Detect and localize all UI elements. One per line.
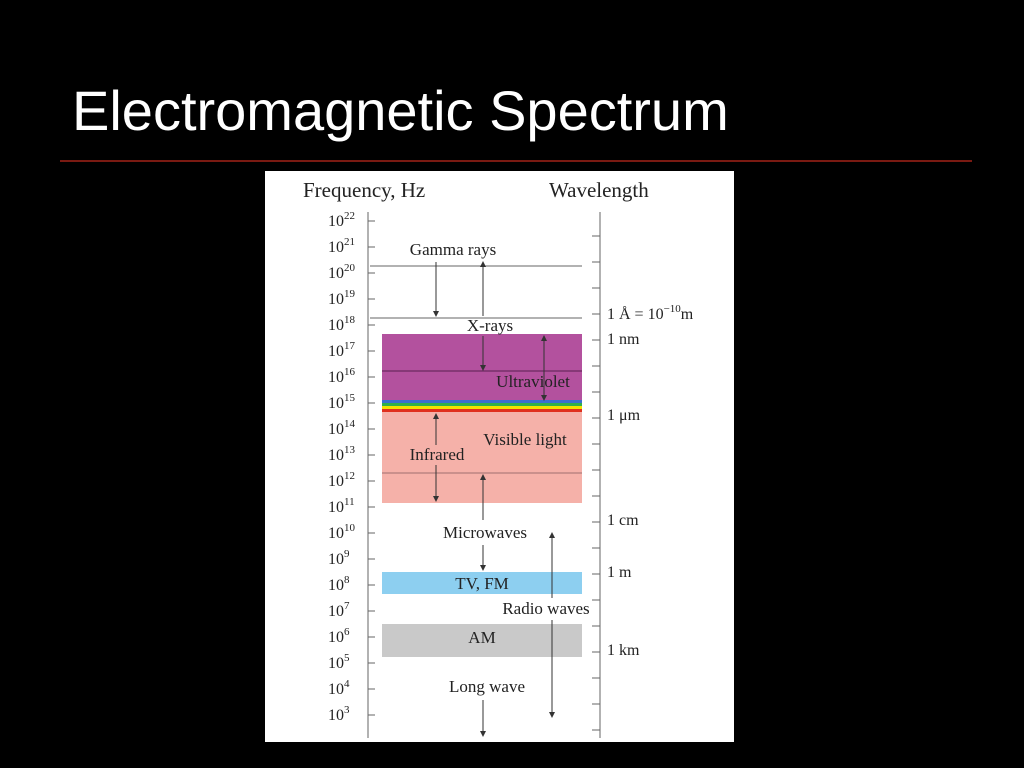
wavelength-label: 1 m <box>607 564 632 581</box>
frequency-tick-label: 105 <box>328 652 350 672</box>
visible-stripe <box>382 400 582 403</box>
frequency-tick-label: 1020 <box>328 262 356 282</box>
tick-exponent: 9 <box>344 548 350 560</box>
label-superscript: −10 <box>664 303 682 315</box>
tick-base: 10 <box>328 395 344 412</box>
frequency-tick-label: 108 <box>328 574 350 594</box>
tick-base: 10 <box>328 317 344 334</box>
frequency-tick-label: 1021 <box>328 236 355 256</box>
tick-exponent: 16 <box>344 366 356 378</box>
band-label: AM <box>468 628 495 647</box>
frequency-tick-label: 106 <box>328 626 350 646</box>
tv-fm-band <box>382 572 582 594</box>
tick-base: 10 <box>328 655 344 672</box>
label-text: 1 km <box>607 642 640 659</box>
wavelength-label: 1 μm <box>607 407 641 424</box>
tick-base: 10 <box>328 629 344 646</box>
visible-stripe <box>382 406 582 409</box>
label-text: 1 cm <box>607 512 639 529</box>
frequency-tick-label: 1018 <box>328 314 356 334</box>
tick-exponent: 21 <box>344 236 355 248</box>
tick-exponent: 15 <box>344 392 356 404</box>
tick-exponent: 6 <box>344 626 350 638</box>
slide-title: Electromagnetic Spectrum <box>72 79 729 142</box>
tick-exponent: 3 <box>344 704 350 716</box>
frequency-tick-label: 1017 <box>328 340 356 360</box>
tick-exponent: 5 <box>344 652 350 664</box>
infrared-band <box>382 412 582 503</box>
frequency-tick-label: 109 <box>328 548 350 568</box>
band-label: Long wave <box>449 677 525 696</box>
tick-base: 10 <box>328 551 344 568</box>
tick-base: 10 <box>328 525 344 542</box>
wavelength-label: 1 Å = 10−10m <box>607 303 694 323</box>
tick-exponent: 7 <box>344 600 350 612</box>
visible-stripe <box>382 409 582 412</box>
tick-exponent: 8 <box>344 574 350 586</box>
tick-base: 10 <box>328 681 344 698</box>
tick-base: 10 <box>328 577 344 594</box>
frequency-tick-label: 1013 <box>328 444 356 464</box>
tick-exponent: 18 <box>344 314 356 326</box>
tick-exponent: 19 <box>344 288 356 300</box>
bands <box>370 265 582 657</box>
frequency-tick-label: 103 <box>328 704 350 724</box>
label-text: 1 μm <box>607 407 641 424</box>
arrows <box>433 261 555 737</box>
tick-exponent: 14 <box>344 418 356 430</box>
band-label: Gamma rays <box>410 240 496 259</box>
frequency-heading: Frequency, Hz <box>303 178 425 202</box>
label-suffix: m <box>681 306 694 323</box>
tick-base: 10 <box>328 369 344 386</box>
frequency-tick-label: 1019 <box>328 288 356 308</box>
title-rule <box>60 160 972 162</box>
tick-exponent: 4 <box>344 678 350 690</box>
frequency-tick-label: 104 <box>328 678 350 698</box>
tick-exponent: 10 <box>344 522 356 534</box>
tick-base: 10 <box>328 447 344 464</box>
tick-exponent: 11 <box>344 496 355 508</box>
band-label: Radio waves <box>502 599 589 618</box>
band-label: Visible light <box>483 430 567 449</box>
tick-base: 10 <box>328 291 344 308</box>
band-label: Ultraviolet <box>496 372 570 391</box>
tick-base: 10 <box>328 499 344 516</box>
frequency-tick-label: 107 <box>328 600 350 620</box>
frequency-tick-label: 1011 <box>328 496 355 516</box>
am-band <box>382 624 582 657</box>
tick-base: 10 <box>328 603 344 620</box>
label-text: 1 m <box>607 564 632 581</box>
frequency-tick-label: 1014 <box>328 418 356 438</box>
band-label: TV, FM <box>455 574 509 593</box>
wavelength-label: 1 cm <box>607 512 639 529</box>
frequency-tick-label: 1015 <box>328 392 356 412</box>
frequency-tick-label: 1010 <box>328 522 356 542</box>
tick-exponent: 13 <box>344 444 356 456</box>
tick-exponent: 17 <box>344 340 356 352</box>
wavelength-label: 1 nm <box>607 331 640 348</box>
tick-base: 10 <box>328 213 344 230</box>
band-label: Microwaves <box>443 523 527 542</box>
tick-exponent: 20 <box>344 262 356 274</box>
wavelength-heading: Wavelength <box>549 178 649 202</box>
tick-exponent: 22 <box>344 210 355 222</box>
tick-base: 10 <box>328 421 344 438</box>
tick-base: 10 <box>328 343 344 360</box>
band-label: Infrared <box>410 445 465 464</box>
tick-base: 10 <box>328 707 344 724</box>
frequency-tick-label: 1012 <box>328 470 355 490</box>
visible-stripe <box>382 403 582 406</box>
tick-exponent: 12 <box>344 470 355 482</box>
tick-base: 10 <box>328 239 344 256</box>
wavelength-label: 1 km <box>607 642 640 659</box>
band-label: X-rays <box>467 316 513 335</box>
frequency-tick-label: 1022 <box>328 210 355 230</box>
tick-base: 10 <box>328 473 344 490</box>
tick-base: 10 <box>328 265 344 282</box>
label-text: 1 Å = 10 <box>607 305 664 323</box>
frequency-tick-label: 1016 <box>328 366 356 386</box>
label-text: 1 nm <box>607 331 640 348</box>
